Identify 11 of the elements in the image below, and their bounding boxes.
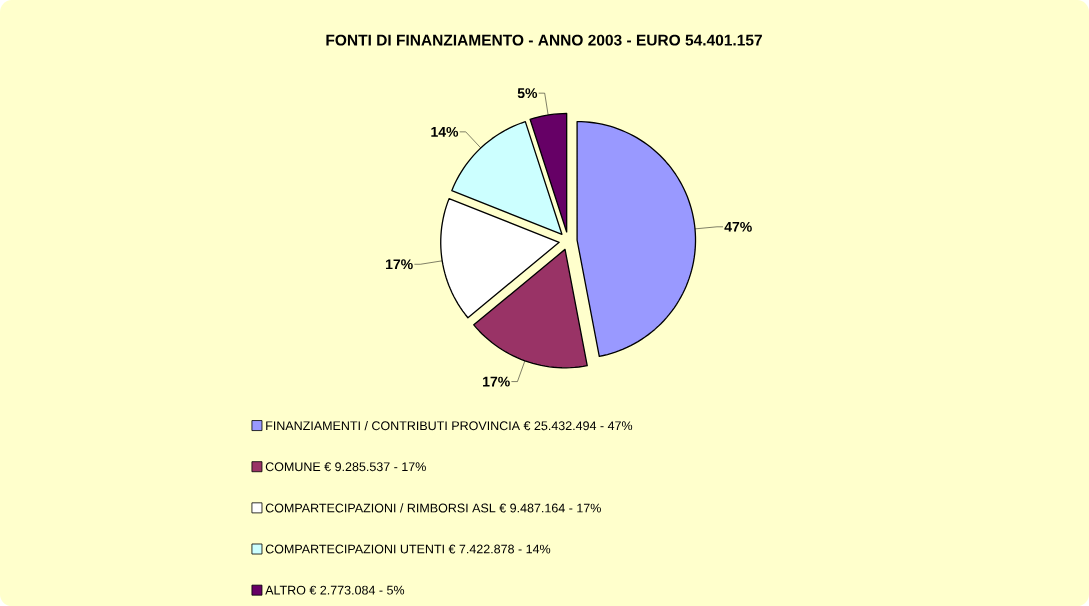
data-label: 17% xyxy=(483,376,510,387)
legend-label: COMPARTECIPAZIONI / RIMBORSI ASL € 9.487.164 - 17% xyxy=(265,503,601,513)
data-label: 5% xyxy=(517,88,538,98)
legend-label: COMUNE € 9.285.537 - 17% xyxy=(265,462,426,472)
data-label: 14% xyxy=(431,126,459,137)
data-label: 47% xyxy=(724,221,752,232)
legend-label: COMPARTECIPAZIONI UTENTI € 7.422.878 - 14% xyxy=(265,544,551,554)
data-label: 17% xyxy=(386,259,413,270)
chart-title: FONTI DI FINANZIAMENTO - ANNO 2003 - EURO 54.401.157 xyxy=(326,34,762,46)
legend-label: FINANZIAMENTI / CONTRIBUTI PROVINCIA € 25.432.494 - 47% xyxy=(266,420,633,431)
legend-label: ALTRO € 2.773.084 - 5% xyxy=(265,585,405,595)
